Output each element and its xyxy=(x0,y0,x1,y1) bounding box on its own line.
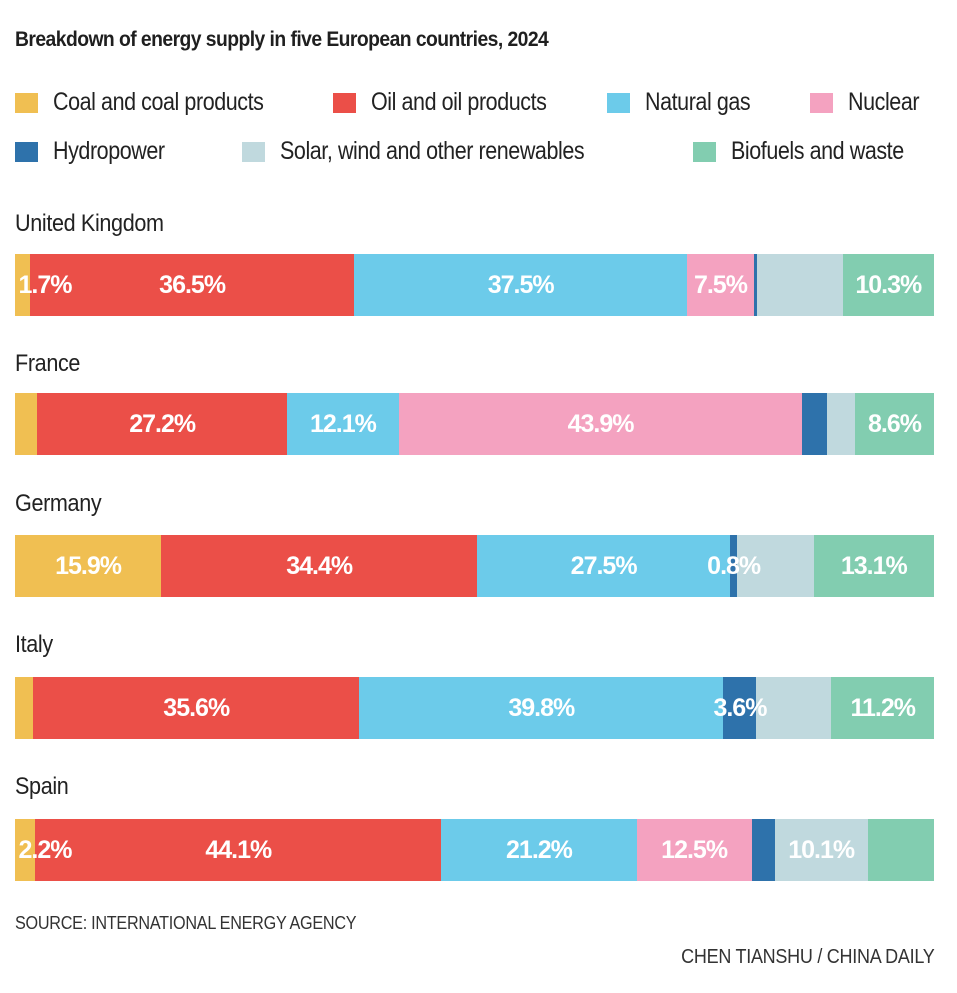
bar-segment-biofuels-and-waste xyxy=(842,254,934,316)
legend-label: Hydropower xyxy=(53,137,165,165)
legend-swatch-natural-gas xyxy=(607,92,630,113)
data-label-biofuels-and-waste: 13.1% xyxy=(840,552,908,580)
bar-segment-coal-and-coal-products xyxy=(15,819,36,881)
bar-segment-hydropower xyxy=(751,819,775,881)
credit-note: CHEN TIANSHU / CHINA DAILY xyxy=(681,946,936,968)
legend-label: Oil and oil products xyxy=(371,88,547,116)
data-label-oil-and-oil-products: 27.2% xyxy=(129,410,196,438)
data-label-biofuels-and-waste: 11.2% xyxy=(850,694,916,722)
data-label-hydropower: 0.8% xyxy=(707,552,761,580)
country-label-germany: Germany xyxy=(15,490,102,517)
legend-item-natural-gas: Natural gas xyxy=(607,88,767,117)
bar-segment-hydropower xyxy=(802,393,828,455)
bar-italy: 35.6% 39.8% 3.6% 11.2% xyxy=(15,677,934,739)
data-label-coal-and-coal-products: 2.2% xyxy=(18,836,73,864)
bar-segment-coal-and-coal-products xyxy=(15,677,34,739)
data-label-natural-gas: 27.5% xyxy=(570,552,638,580)
bar-segment-solar-wind-and-other-renewables xyxy=(827,393,855,455)
data-label-hydropower: 3.6% xyxy=(713,694,767,722)
bar-segment-natural-gas xyxy=(359,677,724,739)
legend-item-nuclear: Nuclear xyxy=(810,88,931,117)
legend-label: Natural gas xyxy=(645,88,751,116)
country-label-france: France xyxy=(15,350,81,377)
legend-swatch-oil xyxy=(333,92,356,113)
data-label-oil-and-oil-products: 44.1% xyxy=(205,836,272,864)
data-label-natural-gas: 12.1% xyxy=(309,410,377,438)
bar-segment-oil-and-oil-products xyxy=(33,677,360,739)
country-label-united-kingdom: United Kingdom xyxy=(15,210,164,237)
legend-label: Solar, wind and other renewables xyxy=(280,137,585,165)
bar-segment-biofuels-and-waste xyxy=(813,535,934,597)
bar-segment-natural-gas xyxy=(354,254,688,316)
data-label-coal-and-coal-products: 15.9% xyxy=(55,552,122,580)
legend-item-hydropower: Hydropower xyxy=(15,137,183,166)
legend-label: Coal and coal products xyxy=(53,88,264,116)
data-label-oil-and-oil-products: 35.6% xyxy=(163,694,230,722)
data-label-nuclear: 12.5% xyxy=(661,836,728,864)
bar-segment-hydropower xyxy=(753,254,758,316)
bar-segment-oil-and-oil-products xyxy=(161,535,478,597)
bar-segment-oil-and-oil-products xyxy=(30,254,355,316)
bar-segment-solar-wind-and-other-renewables xyxy=(737,535,814,597)
bar-segment-coal-and-coal-products xyxy=(15,535,162,597)
country-label-italy: Italy xyxy=(15,631,53,658)
data-label-nuclear: 43.9% xyxy=(567,410,635,438)
bar-segment-solar-wind-and-other-renewables xyxy=(774,819,868,881)
bar-segment-oil-and-oil-products xyxy=(35,819,442,881)
data-label-oil-and-oil-products: 36.5% xyxy=(159,271,226,299)
legend-item-oil: Oil and oil products xyxy=(333,88,575,117)
bar-segment-coal-and-coal-products xyxy=(15,254,31,316)
bar-united-kingdom: 1.7% 36.5% 37.5% 7.5% 10.3% xyxy=(15,254,934,316)
bar-segment-hydropower xyxy=(729,535,738,597)
bar-france: 27.2% 12.1% 43.9% 8.6% xyxy=(15,393,934,455)
data-label-solar-wind-and-other-renewables: 10.1% xyxy=(788,836,855,864)
data-label-coal-and-coal-products: 1.7% xyxy=(18,271,73,299)
bar-segment-natural-gas xyxy=(441,819,637,881)
bar-segment-nuclear xyxy=(398,393,803,455)
legend-item-biofuels: Biofuels and waste xyxy=(693,137,932,166)
bar-segment-oil-and-oil-products xyxy=(37,393,288,455)
bar-spain: 2.2% 44.1% 21.2% 12.5% 10.1% xyxy=(15,819,934,881)
legend-item-coal: Coal and coal products xyxy=(15,88,298,117)
bar-segment-natural-gas xyxy=(477,535,730,597)
bar-segment-natural-gas xyxy=(287,393,399,455)
data-label-natural-gas: 39.8% xyxy=(508,694,575,722)
bar-segment-hydropower xyxy=(723,677,757,739)
legend-swatch-solar-wind xyxy=(242,141,265,162)
legend-item-solar-wind: Solar, wind and other renewables xyxy=(242,137,634,166)
data-label-natural-gas: 21.2% xyxy=(506,836,573,864)
bar-segment-solar-wind-and-other-renewables xyxy=(756,677,832,739)
bar-segment-coal-and-coal-products xyxy=(15,393,38,455)
data-label-biofuels-and-waste: 8.6% xyxy=(867,410,922,438)
bar-segment-biofuels-and-waste xyxy=(831,677,934,739)
legend-label: Biofuels and waste xyxy=(731,137,904,165)
data-label-natural-gas: 37.5% xyxy=(487,271,555,299)
bar-segment-biofuels-and-waste xyxy=(867,819,934,881)
data-label-oil-and-oil-products: 34.4% xyxy=(286,552,353,580)
legend-swatch-biofuels xyxy=(693,141,716,162)
legend-swatch-nuclear xyxy=(810,92,833,113)
legend-label: Nuclear xyxy=(848,88,920,116)
bar-segment-nuclear xyxy=(636,819,752,881)
legend-swatch-hydropower xyxy=(15,141,38,162)
bar-germany: 15.9% 34.4% 27.5% 0.8% 13.1% xyxy=(15,535,934,597)
bar-segment-solar-wind-and-other-renewables xyxy=(757,254,843,316)
legend-swatch-coal xyxy=(15,92,38,113)
country-label-spain: Spain xyxy=(15,773,69,800)
bar-segment-biofuels-and-waste xyxy=(854,393,934,455)
data-label-nuclear: 7.5% xyxy=(693,271,748,299)
bar-segment-nuclear xyxy=(687,254,754,316)
source-note: SOURCE: INTERNATIONAL ENERGY AGENCY xyxy=(15,913,357,933)
chart-title: Breakdown of energy supply in five Europ… xyxy=(15,28,549,51)
data-label-biofuels-and-waste: 10.3% xyxy=(855,271,922,299)
